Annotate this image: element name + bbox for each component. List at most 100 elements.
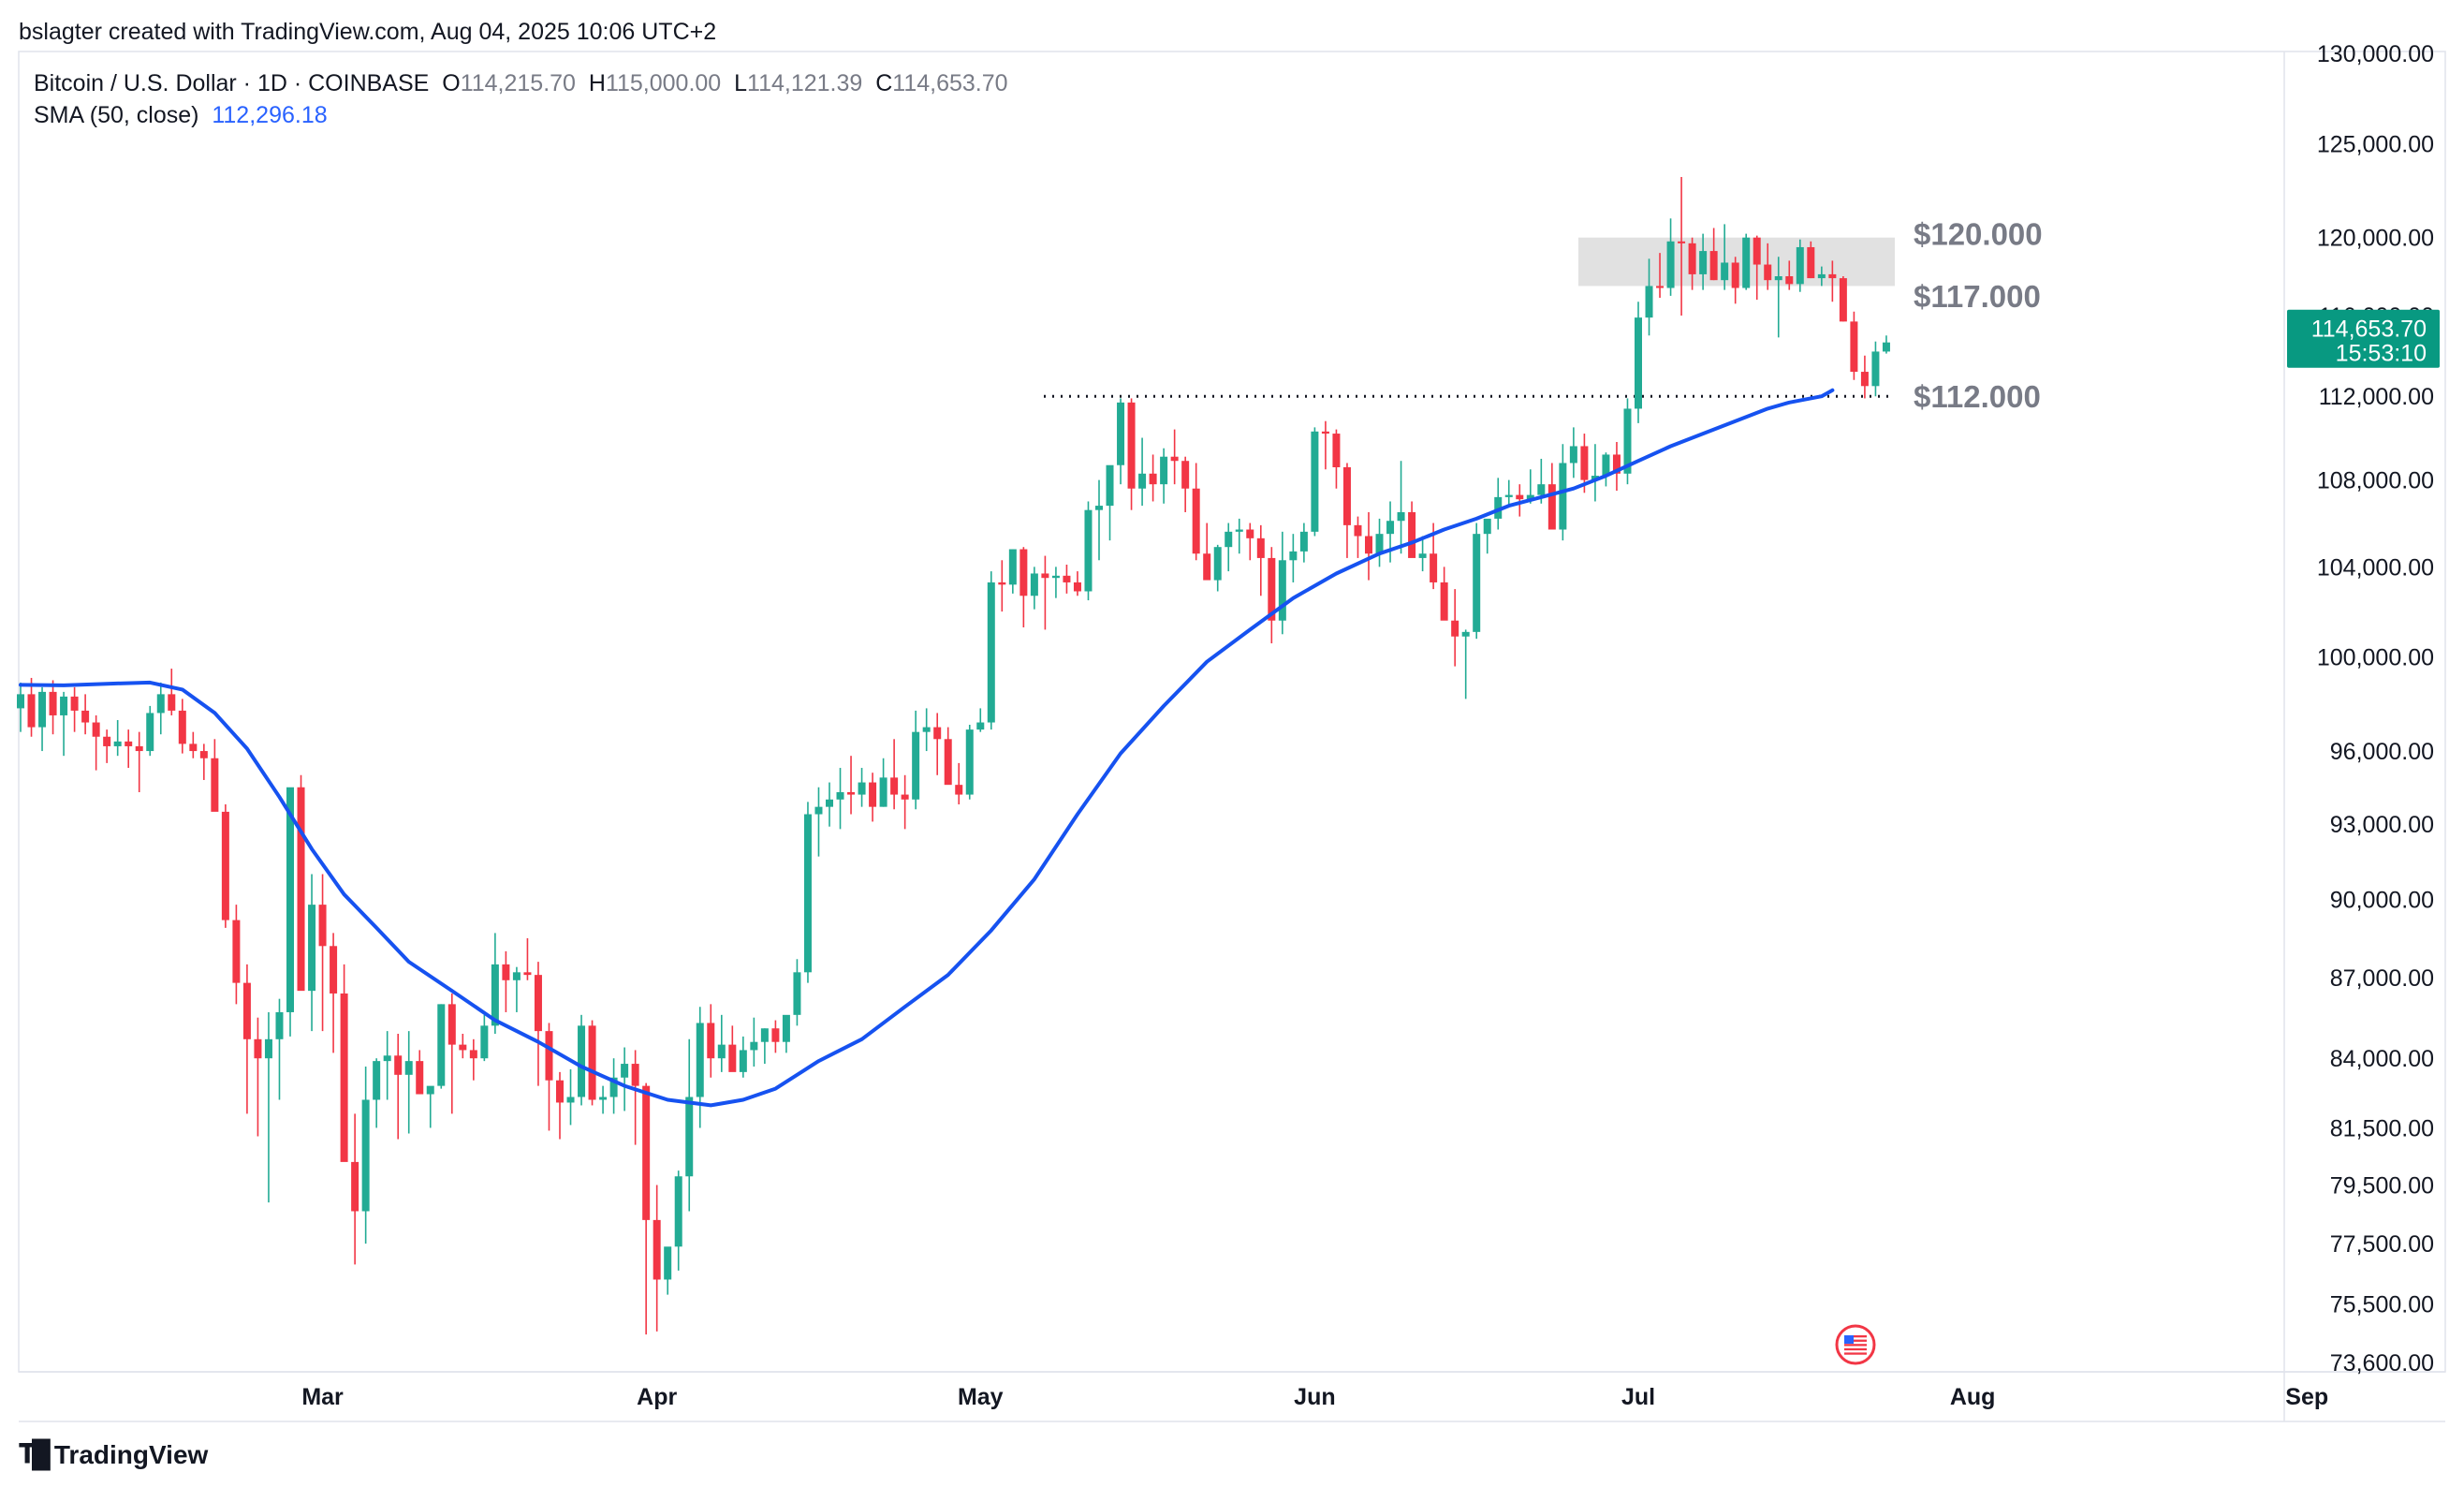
countdown-label: 15:53:10 bbox=[2336, 341, 2427, 367]
candle-body bbox=[340, 993, 348, 1162]
candle-body bbox=[1063, 575, 1071, 582]
candle-body bbox=[728, 1044, 737, 1072]
candle-body bbox=[1526, 494, 1534, 500]
candle-body bbox=[1170, 456, 1179, 462]
candle-body bbox=[286, 787, 294, 1012]
candles-group bbox=[17, 177, 1890, 1335]
candle-body bbox=[793, 972, 801, 1015]
symbol-title[interactable]: Bitcoin / U.S. Dollar · 1D · COINBASE bbox=[34, 70, 430, 96]
candle-body bbox=[1051, 575, 1060, 579]
candle-body bbox=[1591, 476, 1599, 480]
flag-stripe bbox=[1844, 1339, 1867, 1342]
candle-body bbox=[621, 1064, 629, 1078]
candle-body bbox=[447, 1004, 456, 1045]
candle-body bbox=[103, 736, 111, 746]
candle-body bbox=[1256, 537, 1265, 558]
candle-body bbox=[933, 727, 942, 740]
candle-body bbox=[609, 1077, 618, 1097]
tradingview-logo[interactable]: 𝐓█ TradingView bbox=[19, 1439, 208, 1470]
price-tick-label: 77,500.00 bbox=[2330, 1231, 2434, 1258]
price-tick-label: 75,500.00 bbox=[2330, 1291, 2434, 1318]
candle-body bbox=[912, 731, 920, 800]
time-tick-label: Mar bbox=[301, 1384, 344, 1410]
candle-body bbox=[512, 972, 521, 980]
candle-body bbox=[178, 710, 186, 744]
candle-body bbox=[847, 791, 856, 795]
candle-body bbox=[1311, 431, 1319, 532]
candle-body bbox=[146, 713, 154, 752]
candle-body bbox=[1095, 506, 1103, 510]
candle-body bbox=[491, 964, 499, 1026]
candle-body bbox=[556, 1080, 564, 1103]
candle-body bbox=[976, 722, 985, 730]
candle-body bbox=[803, 814, 812, 973]
candle-body bbox=[739, 1050, 747, 1072]
candle-body bbox=[1656, 286, 1665, 288]
candle-body bbox=[1106, 464, 1114, 507]
candle-body bbox=[27, 694, 36, 728]
candle-body bbox=[125, 741, 133, 746]
candle-body bbox=[480, 1025, 489, 1059]
open-value: 114,215.70 bbox=[460, 70, 576, 96]
candle-body bbox=[685, 1097, 694, 1177]
candle-body bbox=[1504, 494, 1513, 497]
price-annotation-112000: $112.000 bbox=[1914, 379, 2041, 414]
candle-body bbox=[922, 727, 931, 732]
time-tick-label: Aug bbox=[1950, 1384, 1996, 1410]
candle-body bbox=[1559, 463, 1567, 530]
candle-body bbox=[1537, 484, 1546, 495]
candle-body bbox=[264, 1038, 272, 1059]
sma-legend[interactable]: SMA (50, close) 112,296.18 bbox=[34, 102, 328, 129]
candle-body bbox=[696, 1023, 704, 1097]
time-axis: Mar Apr May Jun Jul Aug Sep bbox=[301, 1384, 2328, 1410]
candle-body bbox=[998, 582, 1006, 585]
low-label: L bbox=[734, 70, 748, 96]
sma-value: 112,296.18 bbox=[212, 102, 328, 128]
candle-body bbox=[1019, 549, 1028, 596]
price-tick-label: 73,600.00 bbox=[2330, 1350, 2434, 1377]
candle-body bbox=[1569, 446, 1577, 464]
price-tick-label: 130,000.00 bbox=[2317, 41, 2434, 67]
candle-body bbox=[826, 799, 833, 807]
candle-body bbox=[879, 777, 887, 807]
price-tick-label: 81,500.00 bbox=[2330, 1115, 2434, 1141]
candle-body bbox=[242, 982, 251, 1039]
candle-body bbox=[760, 1028, 769, 1042]
candle-body bbox=[566, 1097, 575, 1103]
price-tick-label: 120,000.00 bbox=[2317, 226, 2434, 252]
candle-body bbox=[1375, 534, 1384, 554]
candle-body bbox=[1138, 473, 1147, 489]
candle-body bbox=[1149, 473, 1157, 485]
price-tick-label: 104,000.00 bbox=[2317, 554, 2434, 581]
candle-body bbox=[707, 1023, 715, 1059]
candle-body bbox=[394, 1055, 403, 1075]
price-axis: 130,000.00125,000.00120,000.00116,000.00… bbox=[2317, 41, 2434, 1377]
author-text: bslagter created with TradingView.com, A… bbox=[19, 19, 717, 45]
candle-body bbox=[955, 785, 963, 795]
price-tick-label: 79,500.00 bbox=[2330, 1173, 2434, 1200]
candle-body bbox=[1418, 553, 1427, 558]
candle-body bbox=[1203, 553, 1211, 581]
candle-body bbox=[578, 1025, 586, 1097]
candle-body bbox=[1850, 321, 1858, 373]
candle-body bbox=[1321, 431, 1329, 434]
tradingview-logo-icon: 𝐓█ bbox=[19, 1439, 51, 1468]
candle-body bbox=[1612, 454, 1621, 474]
candle-body bbox=[308, 905, 316, 992]
candle-body bbox=[599, 1097, 608, 1100]
flag-canton bbox=[1844, 1335, 1854, 1344]
candle-body bbox=[1709, 251, 1718, 281]
candle-body bbox=[1008, 549, 1017, 585]
candle-body bbox=[361, 1099, 370, 1212]
candle-body bbox=[1645, 286, 1653, 318]
candle-body bbox=[664, 1246, 672, 1280]
candle-body bbox=[113, 741, 122, 746]
candle-body bbox=[1408, 511, 1416, 558]
candle-body bbox=[1796, 246, 1804, 285]
candle-body bbox=[254, 1038, 262, 1059]
candle-body bbox=[275, 1011, 284, 1039]
candle-body bbox=[1342, 466, 1351, 525]
candle-body bbox=[1213, 547, 1222, 581]
candle-body bbox=[750, 1041, 758, 1051]
